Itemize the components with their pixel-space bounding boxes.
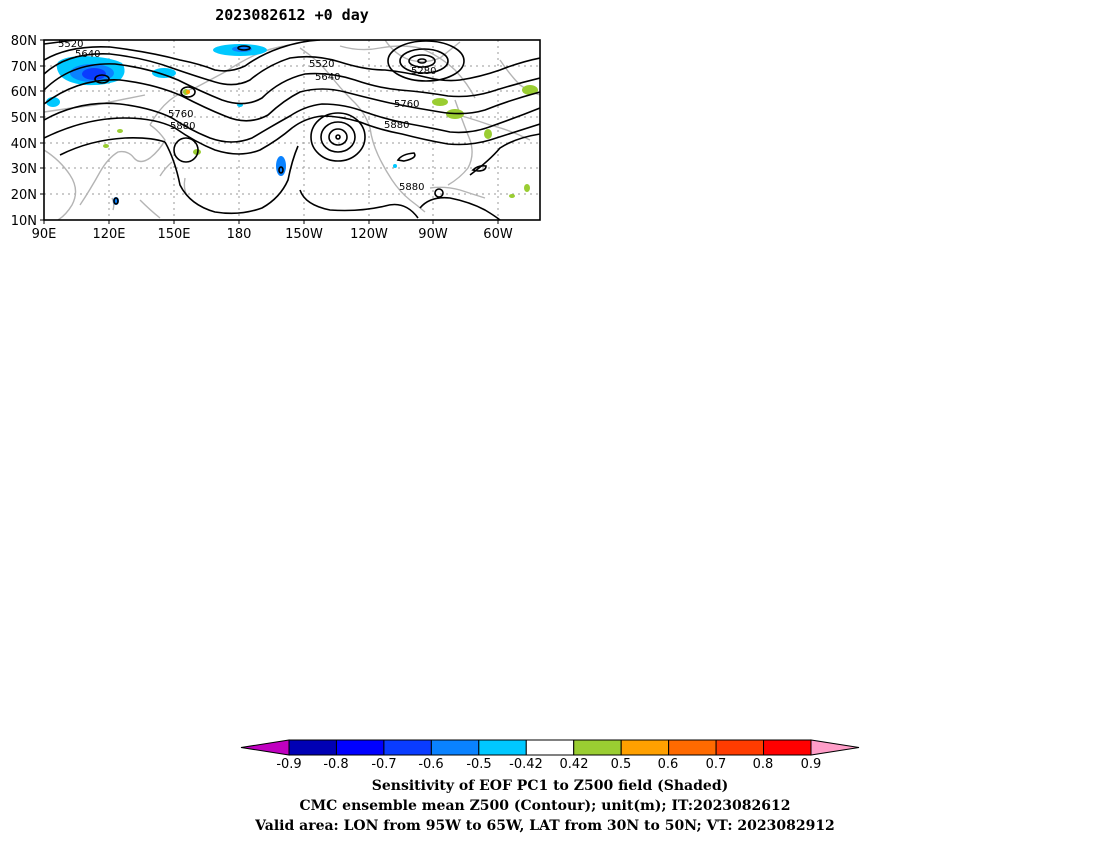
colorbar-tick-label: -0.6 [418, 757, 443, 772]
contour-label: 5640 [315, 72, 340, 83]
colorbar-box [668, 739, 717, 756]
colorbar-tick-label: 0.9 [801, 757, 822, 772]
green-patch-pacific-3 [117, 129, 123, 133]
colorbar-tick-label: -0.7 [371, 757, 396, 772]
colorbar-tick-label: -0.8 [323, 757, 348, 772]
colorbar-high-triangle [810, 739, 860, 756]
lon-label: 120E [92, 227, 125, 242]
lat-label: 70N [11, 60, 37, 75]
sensitivity-shading [46, 44, 538, 205]
green-patch-pacific-1 [193, 149, 201, 155]
lon-label: 90E [32, 227, 57, 242]
colorbar-box [620, 739, 670, 756]
blue-patch-small-2 [393, 164, 397, 168]
lat-label: 40N [11, 137, 37, 152]
colorbar-box [478, 739, 527, 756]
contour-label: 5880 [170, 121, 195, 132]
lat-ticks [40, 39, 44, 221]
caption-line-1: Sensitivity of EOF PC1 to Z500 field (Sh… [372, 778, 728, 794]
caption-line-3: Valid area: LON from 95W to 65W, LAT fro… [254, 818, 835, 834]
colorbar-boxes [240, 739, 860, 756]
blue-patch-kamchatka [152, 68, 176, 78]
map-frame [43, 39, 541, 221]
map-title: 2023082612 +0 day [215, 6, 369, 24]
lat-label: 20N [11, 188, 37, 203]
contour-label: 5760 [394, 99, 419, 110]
colorbar-tick-label: -0.42 [509, 757, 543, 772]
lat-label: 30N [11, 162, 37, 177]
green-patch-atlantic-3 [524, 184, 530, 192]
contour-label: 5640 [75, 49, 100, 60]
lon-label: 180 [227, 227, 252, 242]
colorbar-tick-label: 0.6 [658, 757, 679, 772]
colorbar-box [335, 739, 385, 756]
colorbar-tick-labels: -0.9 -0.8 -0.7 -0.6 -0.5 -0.42 0.42 0.5 … [276, 757, 821, 772]
lon-label: 150W [285, 227, 323, 242]
lon-label: 150E [157, 227, 190, 242]
lat-axis: 80N 70N 60N 50N 40N 30N 20N 10N [11, 34, 37, 229]
contour-label: 5520 [58, 39, 83, 50]
contour-label: 5280 [411, 66, 436, 77]
green-patch-pacific-2 [103, 144, 109, 148]
contour-label: 5760 [168, 109, 193, 120]
green-patch-atlantic-2 [484, 129, 492, 139]
green-patch-atlantic-4 [509, 194, 515, 198]
colorbar-tick-label: 0.42 [560, 757, 589, 772]
colorbar-box [383, 739, 432, 756]
colorbar-box [430, 739, 480, 756]
colorbar-tick-label: 0.8 [753, 757, 774, 772]
lat-label: 10N [11, 214, 37, 229]
colorbar-tick-label: 0.7 [706, 757, 727, 772]
contour-label: 5520 [309, 59, 334, 70]
colorbar: -0.9 -0.8 -0.7 -0.6 -0.5 -0.42 0.42 0.5 … [240, 739, 860, 772]
colorbar-box [288, 739, 337, 756]
contour-label: 5880 [384, 120, 409, 131]
lon-axis: 90E 120E 150E 180 150W 120W 90W 60W [32, 227, 513, 242]
orange-patch-kamchatka [186, 90, 190, 94]
lon-label: 120W [350, 227, 388, 242]
contour-labels: 5520 5640 5520 5640 5280 5760 5880 5760 … [58, 39, 436, 193]
colorbar-low-triangle [240, 739, 290, 756]
green-patch-hudson [432, 98, 448, 106]
caption-line-2: CMC ensemble mean Z500 (Contour); unit(m… [300, 798, 791, 814]
colorbar-tick-label: -0.9 [276, 757, 301, 772]
colorbar-box [525, 739, 575, 756]
lon-label: 90W [418, 227, 448, 242]
lon-ticks [43, 220, 499, 224]
colorbar-box [573, 739, 622, 756]
deep-blue-core [82, 68, 106, 80]
caption: Sensitivity of EOF PC1 to Z500 field (Sh… [254, 778, 835, 834]
green-patch-atlantic-1 [522, 85, 538, 95]
contour-label: 5880 [399, 182, 424, 193]
colorbar-box [715, 739, 765, 756]
lat-label: 50N [11, 111, 37, 126]
lon-label: 60W [483, 227, 513, 242]
lat-label: 80N [11, 34, 37, 49]
map-panel: 5520 5640 5520 5640 5280 5760 5880 5760 … [11, 34, 541, 242]
colorbar-box [763, 739, 812, 756]
colorbar-tick-label: -0.5 [466, 757, 491, 772]
z500-contours [44, 40, 540, 220]
lat-label: 60N [11, 85, 37, 100]
colorbar-tick-label: 0.5 [611, 757, 632, 772]
